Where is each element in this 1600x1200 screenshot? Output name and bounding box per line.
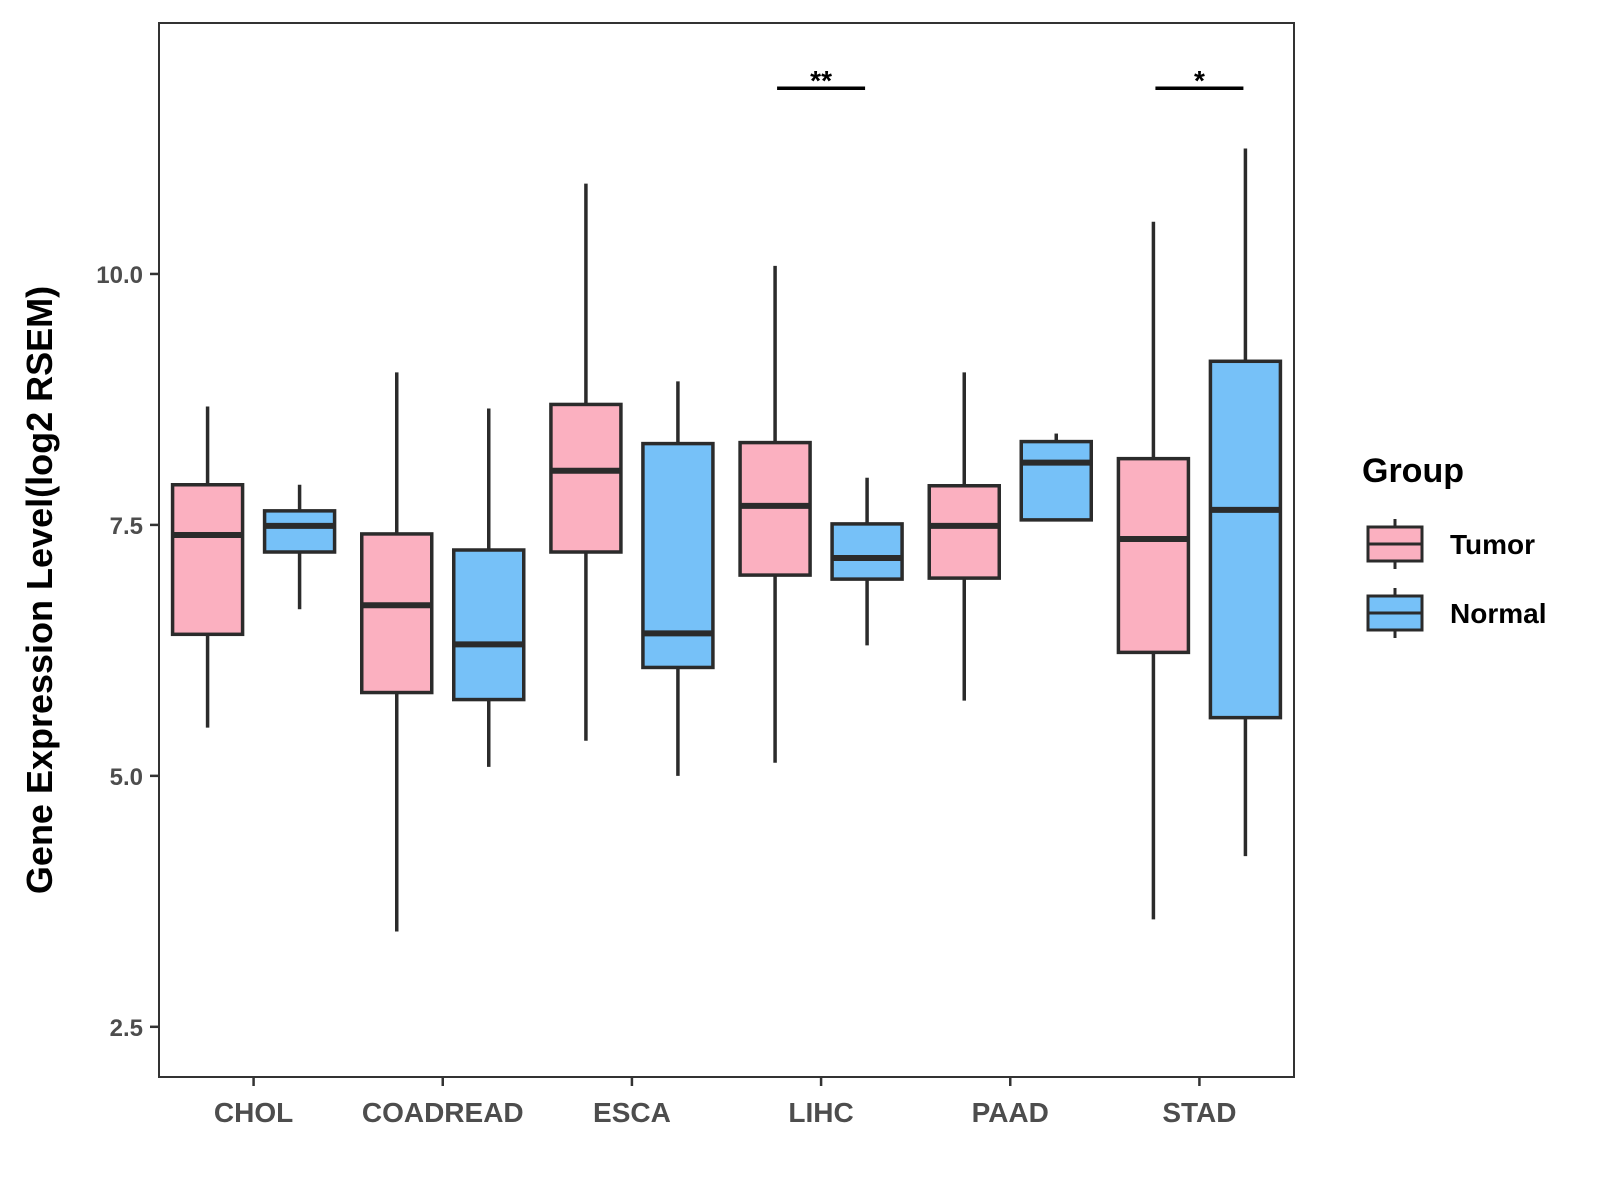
x-axis: CHOL COADREAD ESCA LIHC PAAD STAD xyxy=(214,1077,1236,1128)
box-iqr xyxy=(1116,456,1191,655)
x-tick-label: PAAD xyxy=(972,1097,1049,1128)
box-marks xyxy=(170,148,1283,932)
box-iqr xyxy=(262,509,337,554)
significance-annotations: ** * xyxy=(777,65,1244,96)
x-tick-label: COADREAD xyxy=(362,1097,524,1128)
legend-entry-tumor: Tumor xyxy=(1366,519,1535,569)
x-tick-label: STAD xyxy=(1162,1097,1236,1128)
box-tumor-coadread xyxy=(360,372,434,932)
box-iqr xyxy=(927,484,1001,580)
legend-label: Tumor xyxy=(1450,529,1535,560)
box-normal-esca xyxy=(641,381,715,776)
y-axis: 2.5 5.0 7.5 10.0 xyxy=(96,262,159,1042)
y-axis-title: Gene Expression Level(log2 RSEM) xyxy=(19,286,60,894)
box-iqr xyxy=(1208,359,1283,720)
box-iqr xyxy=(641,441,715,670)
box-tumor-esca xyxy=(549,183,623,741)
legend-title: Group xyxy=(1362,452,1464,490)
box-tumor-lihc xyxy=(738,265,812,763)
y-tick-label: 7.5 xyxy=(110,513,143,540)
y-tick-label: 10.0 xyxy=(96,262,143,289)
box-normal-chol xyxy=(262,484,337,610)
box-tumor-stad xyxy=(1116,221,1191,920)
y-tick-label: 5.0 xyxy=(110,764,143,791)
significance-stad: * xyxy=(1155,65,1244,96)
significance-label: ** xyxy=(810,65,832,96)
box-normal-lihc xyxy=(830,477,904,646)
box-iqr xyxy=(549,402,623,554)
box-normal-paad xyxy=(1019,433,1093,522)
plot-panel xyxy=(158,22,1295,1078)
x-tick-label: ESCA xyxy=(593,1097,671,1128)
box-tumor-chol xyxy=(170,406,245,728)
box-iqr xyxy=(830,522,904,581)
box-tumor-paad xyxy=(927,372,1001,701)
x-tick-label: CHOL xyxy=(214,1097,293,1128)
x-tick-label: LIHC xyxy=(788,1097,853,1128)
box-iqr xyxy=(1019,439,1093,522)
legend-entry-normal: Normal xyxy=(1366,588,1546,638)
box-normal-coadread xyxy=(452,408,526,767)
box-iqr xyxy=(170,483,245,637)
box-normal-stad xyxy=(1208,148,1283,857)
significance-label: * xyxy=(1194,65,1205,96)
significance-lihc: ** xyxy=(777,65,866,96)
box-iqr xyxy=(360,532,434,695)
box-iqr xyxy=(452,548,526,702)
legend: Group Tumor Normal xyxy=(1362,452,1546,638)
y-tick-label: 2.5 xyxy=(110,1015,143,1042)
legend-label: Normal xyxy=(1450,598,1546,629)
box-iqr xyxy=(738,440,812,577)
